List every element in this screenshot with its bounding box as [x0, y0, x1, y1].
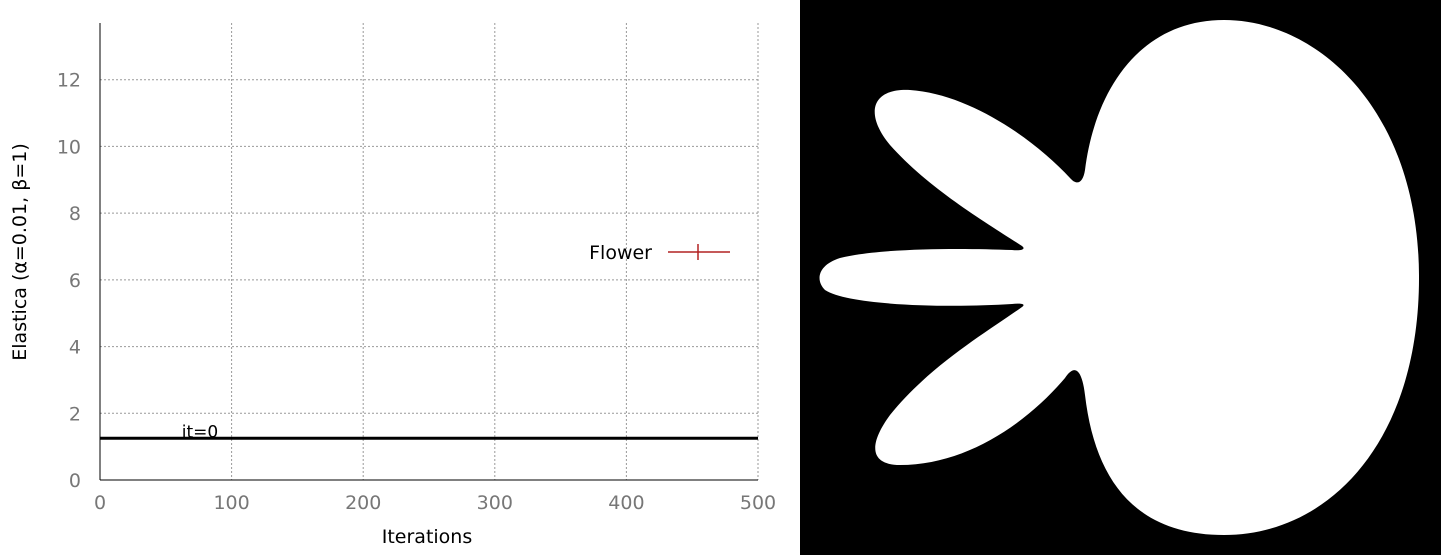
y-tick-label: 0: [69, 470, 81, 492]
y-tick-label: 10: [57, 136, 81, 158]
legend-label: Flower: [589, 242, 652, 264]
annotation-label: it=0: [182, 422, 218, 442]
y-tick-label: 6: [69, 270, 81, 292]
x-axis-label: Iterations: [382, 526, 473, 548]
flower-shape-icon: [819, 20, 1420, 535]
elastica-chart: 0 100 200 300 400 500 0 2 4 6 8 10 12 it=0 Iteratio…: [9, 23, 776, 548]
x-tick-label: 100: [213, 492, 249, 514]
x-tick-label: 300: [477, 492, 513, 514]
x-tick-label: 200: [345, 492, 381, 514]
shape-panel: [800, 0, 1441, 555]
grid-lines: [100, 23, 759, 480]
x-tick-label: 500: [740, 492, 776, 514]
y-tick-label: 12: [57, 70, 81, 92]
axes: [99, 23, 758, 481]
legend: Flower: [589, 242, 730, 264]
chart-panel: 0 100 200 300 400 500 0 2 4 6 8 10 12 it=0 Iteratio…: [9, 23, 777, 548]
y-tick-label: 8: [69, 203, 81, 225]
series-layer: it=0: [100, 422, 758, 442]
y-tick-label: 2: [69, 403, 81, 425]
x-tick-label: 400: [608, 492, 644, 514]
y-tick-labels: 0 2 4 6 8 10 12: [57, 70, 81, 492]
x-tick-labels: 0 100 200 300 400 500: [94, 492, 776, 514]
x-tick-label: 0: [94, 492, 106, 514]
y-axis-label: Elastica (α=0.01, β=1): [9, 143, 31, 360]
y-tick-label: 4: [69, 337, 81, 359]
